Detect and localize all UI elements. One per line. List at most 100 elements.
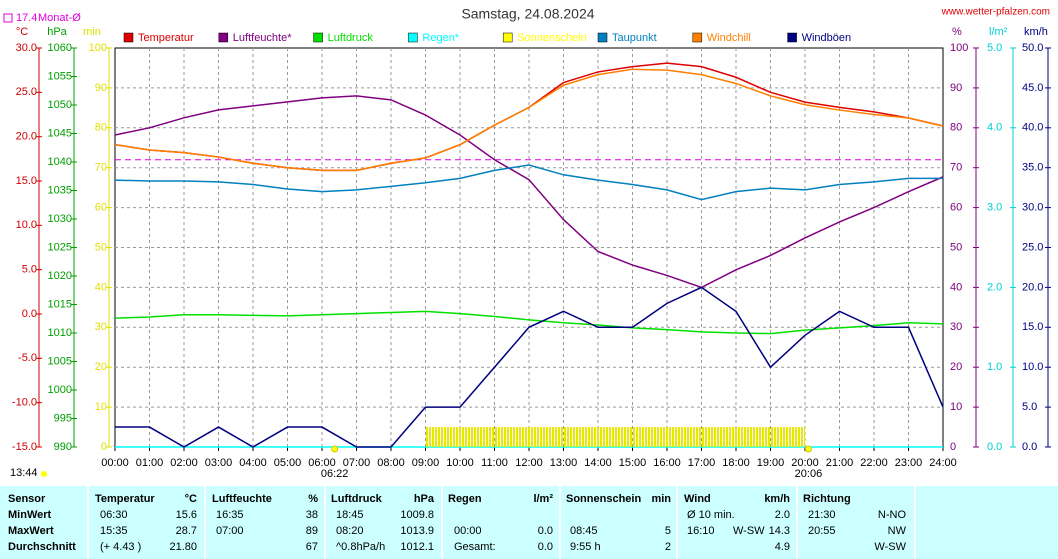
y-tick-label: 1060 — [48, 42, 72, 54]
y-tick-label: 45.0 — [1022, 82, 1043, 94]
x-tick-label: 02:00 — [170, 457, 198, 469]
y-tick-label: 30 — [950, 321, 962, 333]
legend-label: Sonnenschein — [517, 32, 587, 44]
legend-label: Windchill — [707, 32, 751, 44]
legend-swatch — [218, 32, 229, 43]
table-cell: W-SW — [733, 525, 765, 537]
sun-bar — [529, 427, 564, 447]
table-header: Luftdruck — [331, 493, 383, 505]
y-tick-label: 0.0 — [22, 308, 37, 320]
table-header: Wind — [684, 493, 711, 505]
table-cell: MinWert — [8, 509, 52, 521]
y-tick-label: 50.0 — [1022, 42, 1043, 54]
table-cell: Gesamt: — [454, 541, 496, 553]
legend-swatch — [502, 32, 513, 43]
y-tick-label: 10.0 — [1022, 361, 1043, 373]
table-cell: 1009.8 — [400, 509, 434, 521]
y-tick-label: 1050 — [48, 99, 72, 111]
table-cell: ^0.8hPa/h — [336, 541, 385, 553]
source[interactable]: www.wetter-pfalzen.com — [941, 7, 1050, 18]
y-tick-label: 100 — [89, 42, 107, 54]
y-tick-label: 1005 — [48, 355, 72, 367]
x-tick-label: 15:00 — [619, 457, 647, 469]
x-tick-label: 20:00 — [791, 457, 819, 469]
y-tick-label: 1.0 — [987, 361, 1002, 373]
x-tick-label: 24:00 — [929, 457, 957, 469]
y-tick-label: 1055 — [48, 70, 72, 82]
x-tick-label: 19:00 — [757, 457, 785, 469]
y-tick-label: 90 — [950, 82, 962, 94]
table-cell: 2.0 — [775, 509, 790, 521]
series-line — [114, 68, 944, 172]
table-header: °C — [185, 493, 197, 505]
table-cell: 38 — [306, 509, 318, 521]
y-tick-label: 20.0 — [16, 131, 37, 143]
sun-bar — [667, 427, 702, 447]
table-cell: 5 — [665, 525, 671, 537]
y-tick-label: 25.0 — [1022, 241, 1043, 253]
sun-bar — [770, 427, 805, 447]
axis-unit: l/m² — [989, 26, 1008, 38]
x-tick-label: 13:00 — [550, 457, 578, 469]
sun-bar — [736, 427, 771, 447]
day-length: 13:44 — [10, 467, 38, 479]
legend-swatch — [597, 32, 608, 43]
table-cell: 28.7 — [176, 525, 197, 537]
legend-swatch — [408, 32, 418, 43]
y-tick-label: 1040 — [48, 156, 72, 168]
y-tick-label: 80 — [95, 122, 107, 134]
table-cell: 06:30 — [100, 509, 128, 521]
y-tick-label: 40.0 — [1022, 122, 1043, 134]
series-line — [114, 310, 944, 335]
day-length-dot — [41, 471, 47, 477]
chart-title: Samstag, 24.08.2024 — [461, 6, 594, 22]
average-value: 17.4 — [16, 12, 37, 24]
sun-bar — [701, 427, 736, 447]
sunset-dot — [804, 445, 812, 453]
x-tick-label: 23:00 — [895, 457, 923, 469]
table-cell: 2 — [665, 541, 671, 553]
y-tick-label: 4.0 — [987, 122, 1002, 134]
legend-label: Luftdruck — [328, 32, 374, 44]
y-tick-label: 15.0 — [1022, 321, 1043, 333]
table-cell: 14.3 — [769, 525, 790, 537]
legend-label: Temperatur — [138, 32, 194, 44]
legend-label: Taupunkt — [612, 32, 657, 44]
table-cell: 16:35 — [216, 509, 244, 521]
legend-swatch — [123, 32, 134, 43]
table-header: % — [308, 493, 318, 505]
y-tick-label: 2.0 — [987, 281, 1002, 293]
axis-unit: % — [952, 26, 962, 38]
y-tick-label: -15.0 — [12, 441, 37, 453]
y-tick-label: 0.0 — [1022, 441, 1037, 453]
table-header: km/h — [764, 493, 790, 505]
sun-bar — [563, 427, 598, 447]
y-tick-label: 40 — [95, 281, 107, 293]
sun-bar — [598, 427, 633, 447]
legend-label: Windböen — [802, 32, 852, 44]
table-cell: 1012.1 — [400, 541, 434, 553]
table-cell: 21.80 — [169, 541, 197, 553]
y-tick-label: -10.0 — [12, 397, 37, 409]
table-header: Luftfeuchte — [212, 493, 272, 505]
y-tick-label: 990 — [54, 441, 72, 453]
x-tick-label: 07:00 — [343, 457, 371, 469]
table-cell: (+ 4.43 ) — [100, 541, 141, 553]
average-icon — [3, 13, 13, 23]
y-tick-label: 30.0 — [16, 42, 37, 54]
legend-label: Luftfeuchte* — [233, 32, 292, 44]
y-tick-label: 50 — [95, 241, 107, 253]
legend-label: Regen* — [422, 32, 459, 44]
y-tick-label: 40 — [950, 281, 962, 293]
y-tick-label: 35.0 — [1022, 162, 1043, 174]
table-cell: 1013.9 — [400, 525, 434, 537]
y-tick-label: 30 — [95, 321, 107, 333]
y-tick-label: 0 — [101, 441, 107, 453]
x-tick-label: 03:00 — [205, 457, 233, 469]
table-cell: 08:45 — [570, 525, 598, 537]
x-tick-label: 06:00 — [308, 457, 336, 469]
table-cell: 4.9 — [775, 541, 790, 553]
table-cell: 18:45 — [336, 509, 364, 521]
y-tick-label: 10.0 — [16, 219, 37, 231]
